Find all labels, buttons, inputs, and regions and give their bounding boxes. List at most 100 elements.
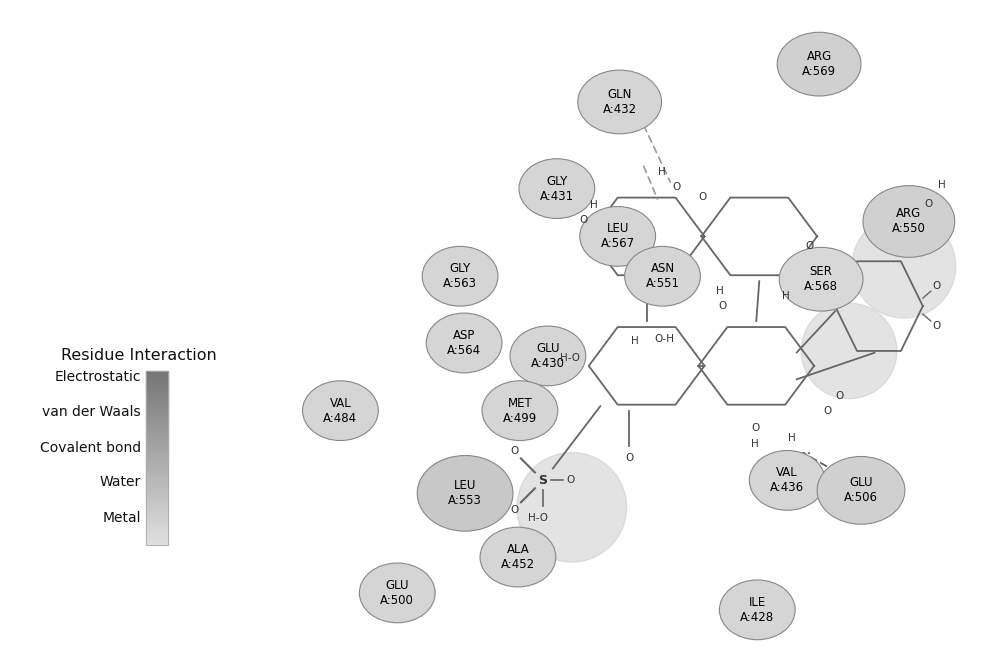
Ellipse shape	[777, 32, 861, 96]
Bar	[146, 535, 168, 536]
Bar	[146, 524, 168, 526]
Text: H: H	[788, 432, 796, 443]
Text: O: O	[718, 301, 727, 311]
Text: H-O: H-O	[560, 353, 580, 363]
Text: LEU
A:567: LEU A:567	[601, 222, 635, 250]
Bar	[146, 538, 168, 540]
Text: O: O	[751, 423, 759, 433]
Bar	[146, 397, 168, 399]
Text: O: O	[835, 391, 843, 401]
Text: VAL
A:484: VAL A:484	[323, 397, 358, 425]
Ellipse shape	[779, 247, 863, 311]
Bar	[146, 376, 168, 378]
Bar	[146, 467, 168, 468]
Bar	[146, 540, 168, 541]
Bar	[146, 529, 168, 531]
Ellipse shape	[417, 456, 513, 531]
Text: O: O	[698, 192, 707, 202]
Bar	[146, 404, 168, 406]
Text: Electrostatic: Electrostatic	[54, 370, 141, 384]
Bar	[146, 420, 168, 422]
Bar	[146, 498, 168, 500]
Bar	[146, 536, 168, 538]
Ellipse shape	[719, 580, 795, 640]
Bar	[146, 411, 168, 413]
Text: GLY
A:563: GLY A:563	[443, 262, 477, 290]
Ellipse shape	[482, 381, 558, 440]
Bar	[146, 543, 168, 545]
Bar	[146, 531, 168, 533]
Bar	[146, 380, 168, 382]
Bar	[146, 400, 168, 402]
Bar	[146, 519, 168, 521]
Bar	[146, 488, 168, 490]
Bar	[146, 493, 168, 495]
Bar	[146, 372, 168, 374]
Text: ASP
A:564: ASP A:564	[447, 329, 481, 357]
Bar	[146, 392, 168, 394]
Bar	[146, 472, 168, 474]
Text: H: H	[658, 166, 665, 176]
Bar	[146, 390, 168, 392]
Bar	[146, 418, 168, 420]
Text: Water: Water	[100, 476, 141, 490]
Text: SER
A:568: SER A:568	[804, 265, 838, 293]
Bar	[146, 522, 168, 524]
Text: ARG
A:569: ARG A:569	[802, 50, 836, 78]
Bar	[146, 505, 168, 507]
Text: Covalent bond: Covalent bond	[40, 440, 141, 454]
Ellipse shape	[625, 246, 700, 306]
Bar	[146, 474, 168, 476]
Bar	[146, 521, 168, 522]
Text: ASN
A:551: ASN A:551	[646, 262, 680, 290]
Bar	[146, 479, 168, 481]
Bar	[146, 512, 168, 513]
Bar	[146, 444, 168, 446]
Bar	[146, 423, 168, 425]
Bar	[146, 439, 168, 440]
Ellipse shape	[359, 563, 435, 623]
Text: ALA
A:452: ALA A:452	[501, 543, 535, 571]
Text: van der Waals: van der Waals	[42, 405, 141, 419]
Bar	[146, 413, 168, 414]
Bar	[146, 507, 168, 509]
Bar	[146, 442, 168, 444]
Text: H: H	[590, 200, 598, 210]
Text: GLY
A:431: GLY A:431	[540, 174, 574, 202]
Bar	[146, 491, 168, 493]
Text: LEU
A:553: LEU A:553	[448, 480, 482, 507]
Bar	[146, 399, 168, 400]
Circle shape	[801, 303, 897, 399]
Bar	[146, 385, 168, 386]
Bar	[146, 526, 168, 527]
Bar	[146, 416, 168, 418]
Bar	[146, 500, 168, 501]
Text: VAL
A:436: VAL A:436	[770, 466, 804, 494]
Bar	[146, 541, 168, 543]
Bar	[146, 378, 168, 380]
Ellipse shape	[480, 527, 556, 587]
Text: Metal: Metal	[103, 511, 141, 525]
Bar	[146, 383, 168, 385]
Bar	[146, 456, 168, 458]
Bar	[146, 386, 168, 388]
Bar	[146, 440, 168, 442]
Bar	[146, 496, 168, 498]
Bar	[146, 470, 168, 472]
Text: ARG
A:550: ARG A:550	[892, 208, 926, 236]
Bar	[146, 371, 168, 545]
Bar	[146, 409, 168, 411]
Ellipse shape	[580, 206, 656, 266]
Bar	[146, 468, 168, 470]
Bar	[146, 448, 168, 450]
Bar	[146, 446, 168, 448]
Bar	[146, 371, 168, 372]
Text: S: S	[538, 474, 547, 487]
Bar	[146, 464, 168, 465]
Circle shape	[517, 452, 627, 562]
Ellipse shape	[426, 313, 502, 373]
Bar	[146, 453, 168, 454]
Bar	[146, 515, 168, 517]
Bar	[146, 533, 168, 535]
Bar	[146, 450, 168, 451]
